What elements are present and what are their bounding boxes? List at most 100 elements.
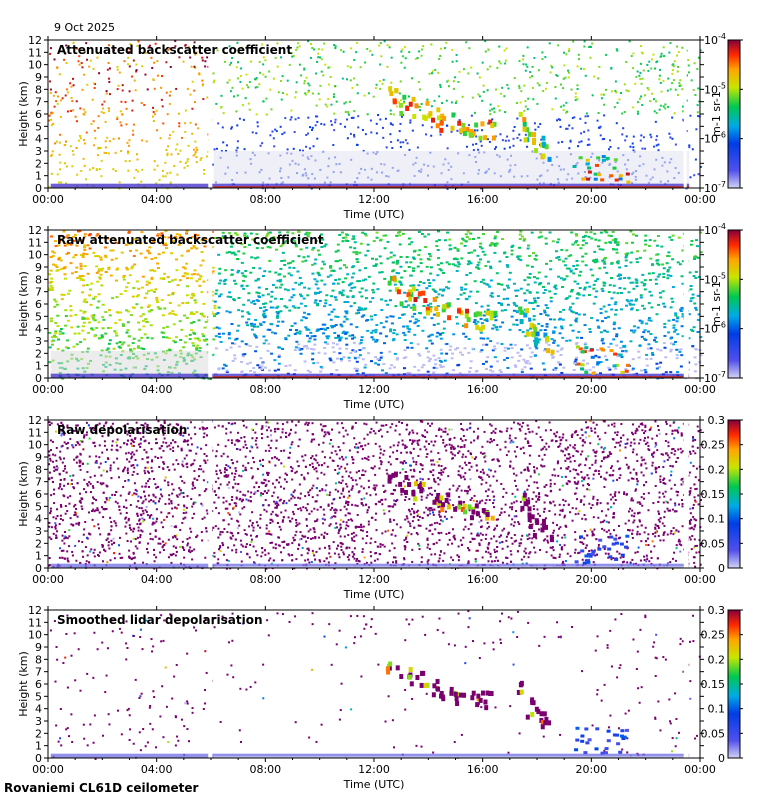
x-tick-label: 20:00 (575, 763, 607, 776)
panel-2: Raw attenuated backscatter coefficient01… (17, 222, 743, 411)
y-axis-label: Height (km) (17, 651, 30, 717)
data-gap (208, 610, 213, 758)
y-tick-label: 3 (35, 715, 42, 728)
y-tick-label: 11 (28, 426, 42, 439)
colorbar-tick-label: 10-4 (704, 32, 726, 47)
y-tick-label: 3 (35, 335, 42, 348)
plot-area (48, 610, 700, 758)
x-tick-label: 20:00 (575, 383, 607, 396)
x-tick-label: 12:00 (358, 383, 390, 396)
y-tick-label: 4 (35, 133, 42, 146)
y-tick-label: 3 (35, 145, 42, 158)
x-tick-label: 16:00 (467, 193, 499, 206)
x-tick-label: 16:00 (467, 763, 499, 776)
x-tick-label: 08:00 (249, 193, 281, 206)
x-tick-label: 12:00 (358, 193, 390, 206)
y-tick-label: 1 (35, 170, 42, 183)
y-tick-label: 10 (28, 59, 42, 72)
heatmap-field (48, 40, 702, 190)
x-tick-label: 00:00 (32, 763, 64, 776)
y-tick-label: 7 (35, 666, 42, 679)
y-tick-label: 1 (35, 360, 42, 373)
y-tick-label: 4 (35, 703, 42, 716)
y-tick-label: 6 (35, 108, 42, 121)
colorbar-tick-label: 0.05 (701, 537, 726, 550)
x-tick-label: 08:00 (249, 383, 281, 396)
colorbar-label: m-1 sr-1 (710, 91, 723, 137)
y-tick-label: 12 (28, 224, 42, 237)
x-tick-label: 00:00 (32, 573, 64, 586)
site-label: Rovaniemi CL61D ceilometer (4, 781, 199, 795)
colorbar-tick-label: 0.2 (708, 463, 726, 476)
colorbar: 0 0.05 0.1 0.15 0.2 0.25 0.3 (701, 414, 743, 575)
y-tick-label: 9 (35, 71, 42, 84)
y-tick-label: 9 (35, 641, 42, 654)
data-gap (683, 230, 689, 378)
x-tick-label: 04:00 (141, 763, 173, 776)
y-tick-label: 2 (35, 157, 42, 170)
panel-title: Raw attenuated backscatter coefficient (57, 233, 324, 247)
x-tick-label: 12:00 (358, 763, 390, 776)
x-axis-label: Time (UTC) (343, 208, 405, 221)
heatmap-field (48, 420, 702, 570)
data-gap (208, 420, 213, 568)
x-tick-label: 00:00 (684, 383, 716, 396)
panel-1: Attenuated backscatter coefficient012345… (17, 32, 743, 221)
data-gap (683, 40, 687, 188)
colorbar-tick-label: 0 (718, 562, 725, 575)
y-tick-label: 10 (28, 249, 42, 262)
colorbar-tick-label: 0.1 (708, 513, 726, 526)
colorbar-tick-label: 0.15 (701, 488, 726, 501)
y-tick-label: 10 (28, 439, 42, 452)
x-tick-label: 08:00 (249, 573, 281, 586)
y-tick-label: 11 (28, 236, 42, 249)
y-tick-label: 0 (35, 752, 42, 765)
colorbar-tick-label: 10-7 (704, 180, 726, 195)
y-tick-label: 0 (35, 372, 42, 385)
colorbar-tick-label: 10-7 (704, 370, 726, 385)
date-label: 9 Oct 2025 (54, 21, 116, 34)
panel-4: Smoothed lidar depolarisation01234567891… (17, 604, 743, 791)
colorbar-tick-label: 0.25 (701, 439, 726, 452)
colorbar-gradient (727, 39, 741, 189)
data-gap (208, 40, 213, 188)
colorbar-tick-label: 0.25 (701, 629, 726, 642)
y-tick-label: 8 (35, 653, 42, 666)
panel-title: Smoothed lidar depolarisation (57, 613, 263, 627)
colorbar: 0 0.05 0.1 0.15 0.2 0.25 0.3 (701, 604, 743, 765)
colorbar-label: m-1 sr-1 (710, 281, 723, 327)
y-tick-label: 1 (35, 550, 42, 563)
colorbar-tick-label: 10-4 (704, 222, 726, 237)
y-tick-label: 8 (35, 83, 42, 96)
colorbar-tick-label: 0.05 (701, 727, 726, 740)
x-tick-label: 04:00 (141, 383, 173, 396)
y-tick-label: 10 (28, 629, 42, 642)
colorbar-tick-label: 0.3 (708, 604, 726, 617)
y-tick-label: 5 (35, 500, 42, 513)
x-tick-label: 08:00 (249, 763, 281, 776)
colorbar-gradient (727, 609, 741, 759)
heatmap-field (49, 610, 701, 760)
y-tick-label: 2 (35, 727, 42, 740)
x-tick-label: 04:00 (141, 573, 173, 586)
data-gap (208, 230, 213, 378)
x-axis-label: Time (UTC) (343, 398, 405, 411)
x-tick-label: 00:00 (684, 573, 716, 586)
x-tick-label: 00:00 (32, 383, 64, 396)
x-tick-label: 20:00 (575, 573, 607, 586)
y-tick-label: 9 (35, 451, 42, 464)
y-tick-label: 4 (35, 323, 42, 336)
x-axis-label: Time (UTC) (343, 778, 405, 791)
y-tick-label: 2 (35, 537, 42, 550)
y-tick-label: 7 (35, 96, 42, 109)
y-tick-label: 0 (35, 182, 42, 195)
y-tick-label: 8 (35, 463, 42, 476)
x-tick-label: 16:00 (467, 573, 499, 586)
x-tick-label: 12:00 (358, 573, 390, 586)
y-tick-label: 1 (35, 740, 42, 753)
y-tick-label: 5 (35, 120, 42, 133)
colorbar: 10-710-610-510-4m-1 sr-1 (704, 222, 743, 385)
y-tick-label: 5 (35, 690, 42, 703)
colorbar-tick-label: 0.1 (708, 703, 726, 716)
